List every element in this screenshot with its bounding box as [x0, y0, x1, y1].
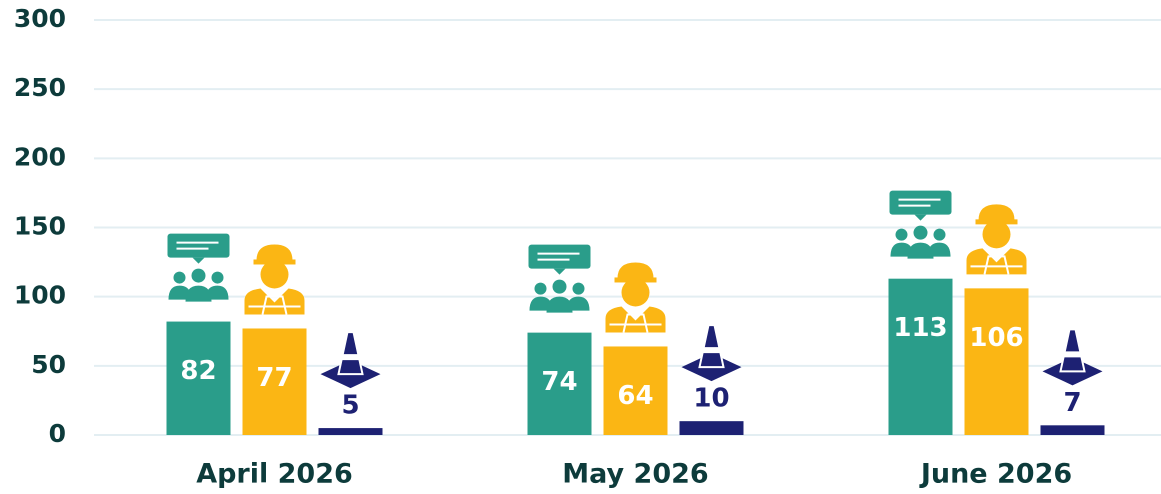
value-label: 82 [180, 356, 216, 386]
value-label: 106 [969, 323, 1023, 353]
y-tick-label: 150 [14, 212, 66, 241]
x-tick-label: April 2026 [196, 459, 353, 490]
bar [888, 278, 953, 435]
bar [527, 332, 592, 435]
icon [167, 233, 230, 302]
y-tick-label: 100 [14, 281, 66, 310]
bar [318, 428, 383, 435]
value-label: 77 [256, 363, 292, 393]
icon [889, 190, 952, 259]
value-label: 64 [617, 381, 653, 411]
x-tick-label: June 2026 [919, 459, 1072, 490]
bar [603, 346, 668, 435]
bar [964, 288, 1029, 435]
value-label: 10 [693, 384, 729, 414]
y-tick-label: 250 [14, 73, 66, 102]
x-tick-label: May 2026 [562, 459, 708, 490]
icon [528, 244, 591, 313]
icon [681, 324, 742, 382]
bar [1040, 425, 1105, 435]
icon [244, 244, 305, 315]
value-label: 7 [1063, 388, 1081, 418]
bar [242, 328, 307, 435]
icon [605, 262, 666, 333]
y-tick-label: 0 [49, 419, 66, 448]
bar [679, 421, 744, 435]
y-tick-label: 300 [14, 4, 66, 33]
value-label: 5 [341, 391, 359, 421]
y-tick-label: 50 [31, 350, 66, 379]
icon [1042, 328, 1103, 386]
bar [166, 321, 231, 435]
icon [966, 204, 1027, 275]
value-label: 74 [541, 367, 577, 397]
y-tick-label: 200 [14, 142, 66, 171]
value-label: 113 [893, 313, 947, 343]
icon [320, 331, 381, 389]
